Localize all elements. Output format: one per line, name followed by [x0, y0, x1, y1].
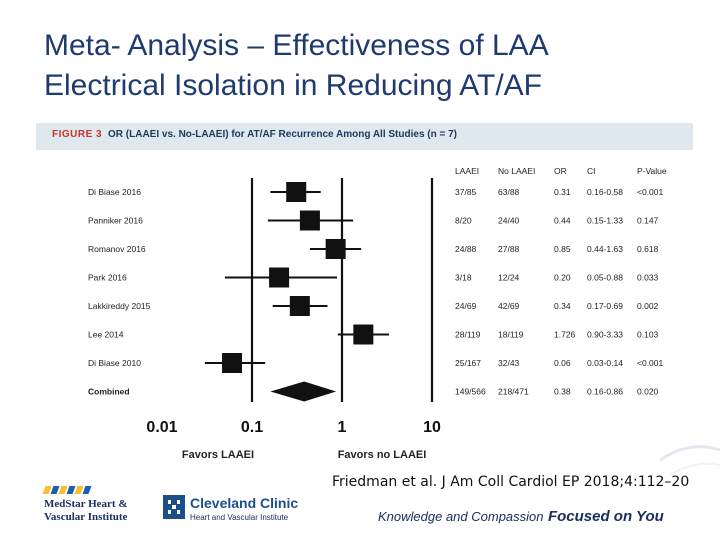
or-marker: [299, 210, 320, 231]
or-marker: [353, 324, 374, 345]
laaei-value: 24/69: [455, 301, 477, 311]
slide-title-line2: Electrical Isolation in Reducing AT/AF: [44, 69, 543, 102]
cleveland-clinic-logo: Cleveland Clinic Heart and Vascular Inst…: [162, 494, 298, 528]
study-row: Park 2016 3/18 12/24 0.20 0.05-0.88 0.033: [88, 267, 659, 288]
medstar-logo: MedStar Heart & Vascular Institute: [42, 486, 148, 526]
x-tick-label: 10: [423, 419, 441, 436]
x-tick-label: 0.01: [146, 419, 177, 436]
column-header-p-value: P-Value: [637, 166, 667, 176]
study-row: Di Biase 2016 37/85 63/88 0.31 0.16-0.58 <0.0…: [88, 182, 664, 202]
ci-value: 0.17-0.69: [587, 301, 623, 311]
study-name: Di Biase 2010: [88, 358, 141, 368]
or-value: 0.38: [554, 387, 571, 397]
figure-label: FIGURE 3: [52, 129, 103, 140]
study-row: Di Biase 2010 25/167 32/43 0.06 0.03-0.14 <0.…: [88, 353, 664, 373]
tagline-part1: Knowledge and Compassion: [378, 509, 544, 524]
combined-row: Combined 149/566 218/471 0.38 0.16-0.86 0.020: [88, 381, 659, 402]
study-name: Lakkireddy 2015: [88, 301, 151, 311]
combined-diamond: [270, 381, 337, 402]
no-laaei-value: 27/88: [498, 244, 520, 254]
laaei-value: 24/88: [455, 244, 477, 254]
decorative-swoosh: [660, 445, 720, 476]
study-name: Park 2016: [88, 273, 127, 283]
medstar-stripes-icon: [42, 486, 94, 496]
no-laaei-value: 32/43: [498, 358, 520, 368]
or-value: 0.31: [554, 187, 571, 197]
slide-title-line1: Meta- Analysis – Effectiveness of LAA: [44, 29, 549, 62]
laaei-value: 3/18: [455, 273, 472, 283]
medstar-line2: Vascular Institute: [44, 511, 128, 523]
x-label-favors-laaei: Favors LAAEI: [182, 449, 254, 461]
x-label-favors-no-laaei: Favors no LAAEI: [338, 449, 427, 461]
p-value: 0.103: [637, 330, 659, 340]
p-value: <0.001: [637, 187, 664, 197]
p-value: 0.618: [637, 244, 659, 254]
x-tick-label: 0.1: [241, 419, 263, 436]
citation: Friedman et al. J Am Coll Cardiol EP 201…: [332, 474, 690, 490]
tagline-part2: Focused on You: [547, 508, 664, 525]
tagline: Knowledge and Compassion Focused on You: [378, 508, 664, 526]
or-value: 0.85: [554, 244, 571, 254]
no-laaei-value: 12/24: [498, 273, 520, 283]
figure-title: OR (LAAEI vs. No-LAAEI) for AT/AF Recurr…: [108, 129, 458, 140]
column-header-or: OR: [554, 166, 567, 176]
study-name: Lee 2014: [88, 330, 124, 340]
column-header-ci: CI: [587, 166, 596, 176]
or-marker: [222, 353, 243, 373]
ci-value: 0.90-3.33: [587, 330, 623, 340]
ci-value: 0.16-0.86: [587, 387, 623, 397]
column-header-laaei: LAAEI: [455, 166, 479, 176]
laaei-value: 37/85: [455, 187, 477, 197]
ci-value: 0.05-0.88: [587, 273, 623, 283]
column-header-no-laaei: No LAAEI: [498, 166, 535, 176]
cleveland-clinic-icon: [163, 495, 185, 519]
or-marker: [269, 267, 290, 288]
laaei-value: 28/119: [455, 330, 481, 340]
laaei-value: 25/167: [455, 358, 481, 368]
p-value: 0.033: [637, 273, 659, 283]
p-value: 0.002: [637, 301, 659, 311]
or-value: 0.44: [554, 216, 571, 226]
or-marker: [325, 239, 346, 259]
no-laaei-value: 18/119: [498, 330, 524, 340]
study-name: Panniker 2016: [88, 216, 143, 226]
p-value: 0.147: [637, 216, 659, 226]
laaei-value: 149/566: [455, 387, 486, 397]
x-tick-labels: 0.01 0.1 1 10: [146, 419, 441, 436]
p-value: <0.001: [637, 358, 664, 368]
ci-value: 0.44-1.63: [587, 244, 623, 254]
ci-value: 0.16-0.58: [587, 187, 623, 197]
or-marker: [289, 296, 310, 316]
no-laaei-value: 218/471: [498, 387, 529, 397]
study-name: Combined: [88, 387, 130, 397]
cleveland-clinic-sub: Heart and Vascular Institute: [190, 513, 289, 522]
or-marker: [286, 182, 307, 202]
column-headers: LAAEI No LAAEI OR CI P-Value: [455, 166, 667, 176]
ci-value: 0.15-1.33: [587, 216, 623, 226]
or-value: 0.34: [554, 301, 571, 311]
or-value: 0.20: [554, 273, 571, 283]
no-laaei-value: 63/88: [498, 187, 520, 197]
no-laaei-value: 42/69: [498, 301, 520, 311]
study-rows: Di Biase 2016 37/85 63/88 0.31 0.16-0.58 <0.0…: [88, 182, 664, 402]
study-name: Romanov 2016: [88, 244, 146, 254]
figure-header: FIGURE 3 OR (LAAEI vs. No-LAAEI) for AT/…: [36, 123, 693, 150]
study-row: Romanov 2016 24/88 27/88 0.85 0.44-1.63 0.618: [88, 239, 659, 259]
study-row: Lee 2014 28/119 18/119 1.726 0.90-3.33 0.103: [88, 324, 659, 345]
ci-value: 0.03-0.14: [587, 358, 623, 368]
axis-lines: [250, 178, 434, 402]
p-value: 0.020: [637, 387, 659, 397]
study-name: Di Biase 2016: [88, 187, 141, 197]
cleveland-clinic-name: Cleveland Clinic: [190, 495, 299, 511]
x-tick-label: 1: [338, 419, 347, 436]
study-row: Panniker 2016 8/20 24/40 0.44 0.15-1.33 0.147: [88, 210, 659, 231]
slide-title: Meta- Analysis – Effectiveness of LAA El…: [44, 26, 694, 106]
or-value: 1.726: [554, 330, 576, 340]
no-laaei-value: 24/40: [498, 216, 520, 226]
study-row: Lakkireddy 2015 24/69 42/69 0.34 0.17-0.69 0.…: [88, 296, 659, 316]
or-value: 0.06: [554, 358, 571, 368]
laaei-value: 8/20: [455, 216, 472, 226]
medstar-line1: MedStar Heart &: [44, 498, 128, 510]
